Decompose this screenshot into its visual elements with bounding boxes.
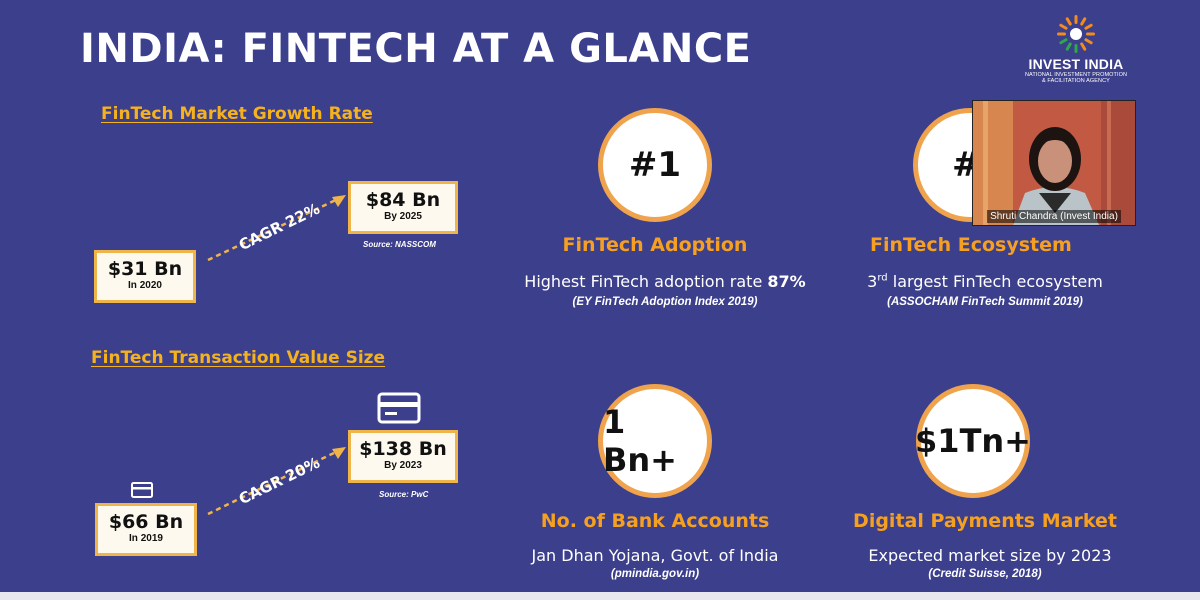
market-end-sub: By 2025 [384, 211, 422, 222]
market-growth-heading: FinTech Market Growth Rate [101, 104, 373, 124]
transaction-start-box: $66 Bn In 2019 [95, 503, 197, 556]
participant-video-tile[interactable]: Shruti Chandra (Invest India) [972, 100, 1136, 226]
adoption-source: (EY FinTech Adoption Index 2019) [572, 296, 758, 308]
market-source: Source: NASSCOM [363, 240, 436, 249]
logo-tagline: NATIONAL INVESTMENT PROMOTION [1024, 72, 1128, 78]
bank-accounts-source: (pmindia.gov.in) [610, 568, 700, 580]
adoption-rank-circle: #1 [598, 108, 712, 222]
digital-payments-source: (Credit Suisse, 2018) [928, 568, 1042, 580]
transaction-value-heading: FinTech Transaction Value Size [91, 348, 386, 368]
bank-accounts-title: No. of Bank Accounts [540, 510, 770, 532]
bank-accounts-description: Jan Dhan Yojana, Govt. of India [531, 546, 779, 565]
transaction-source: Source: PwC [379, 490, 429, 499]
ecosystem-source: (ASSOCHAM FinTech Summit 2019) [887, 296, 1083, 308]
bottom-edge [0, 592, 1200, 600]
market-start-value: $31 Bn [107, 258, 183, 280]
market-growth-arrow [207, 195, 346, 262]
logo-name: INVEST INDIA [1028, 56, 1124, 72]
slide-title: INDIA: FINTECH AT A GLANCE [80, 26, 752, 72]
adoption-title: FinTech Adoption [562, 234, 748, 256]
transaction-end-sub: By 2023 [384, 460, 422, 471]
market-end-value: $84 Bn [365, 189, 441, 211]
digital-payments-title: Digital Payments Market [853, 510, 1117, 532]
transaction-end-value: $138 Bn [359, 438, 447, 460]
transaction-growth-arrow [207, 447, 346, 516]
digital-payments-circle: $1Tn+ [915, 384, 1031, 498]
bank-accounts-circle: 1 Bn+ [598, 384, 712, 498]
digital-payments-description: Expected market size by 2023 [868, 546, 1112, 565]
market-end-box: $84 Bn By 2025 [348, 181, 458, 234]
transaction-start-sub: In 2019 [129, 533, 163, 544]
transaction-end-box: $138 Bn By 2023 [348, 430, 458, 483]
participant-video-feed [973, 101, 1135, 225]
chakra-logo-icon [1057, 15, 1095, 53]
logo-tagline: & FACILITATION AGENCY [1042, 78, 1110, 84]
participant-name-label: Shruti Chandra (Invest India) [973, 210, 1135, 223]
market-start-box: $31 Bn In 2020 [94, 250, 196, 303]
market-start-sub: In 2020 [128, 280, 162, 291]
ecosystem-description: 3rd largest FinTech ecosystem [867, 272, 1103, 291]
transaction-start-value: $66 Bn [108, 511, 184, 533]
ecosystem-title: FinTech Ecosystem [870, 234, 1072, 256]
invest-india-logo: INVEST INDIA NATIONAL INVESTMENT PROMOTI… [1016, 14, 1136, 84]
adoption-description: Highest FinTech adoption rate 87% [524, 272, 806, 291]
credit-card-icon [377, 392, 421, 424]
credit-card-icon [131, 482, 153, 498]
